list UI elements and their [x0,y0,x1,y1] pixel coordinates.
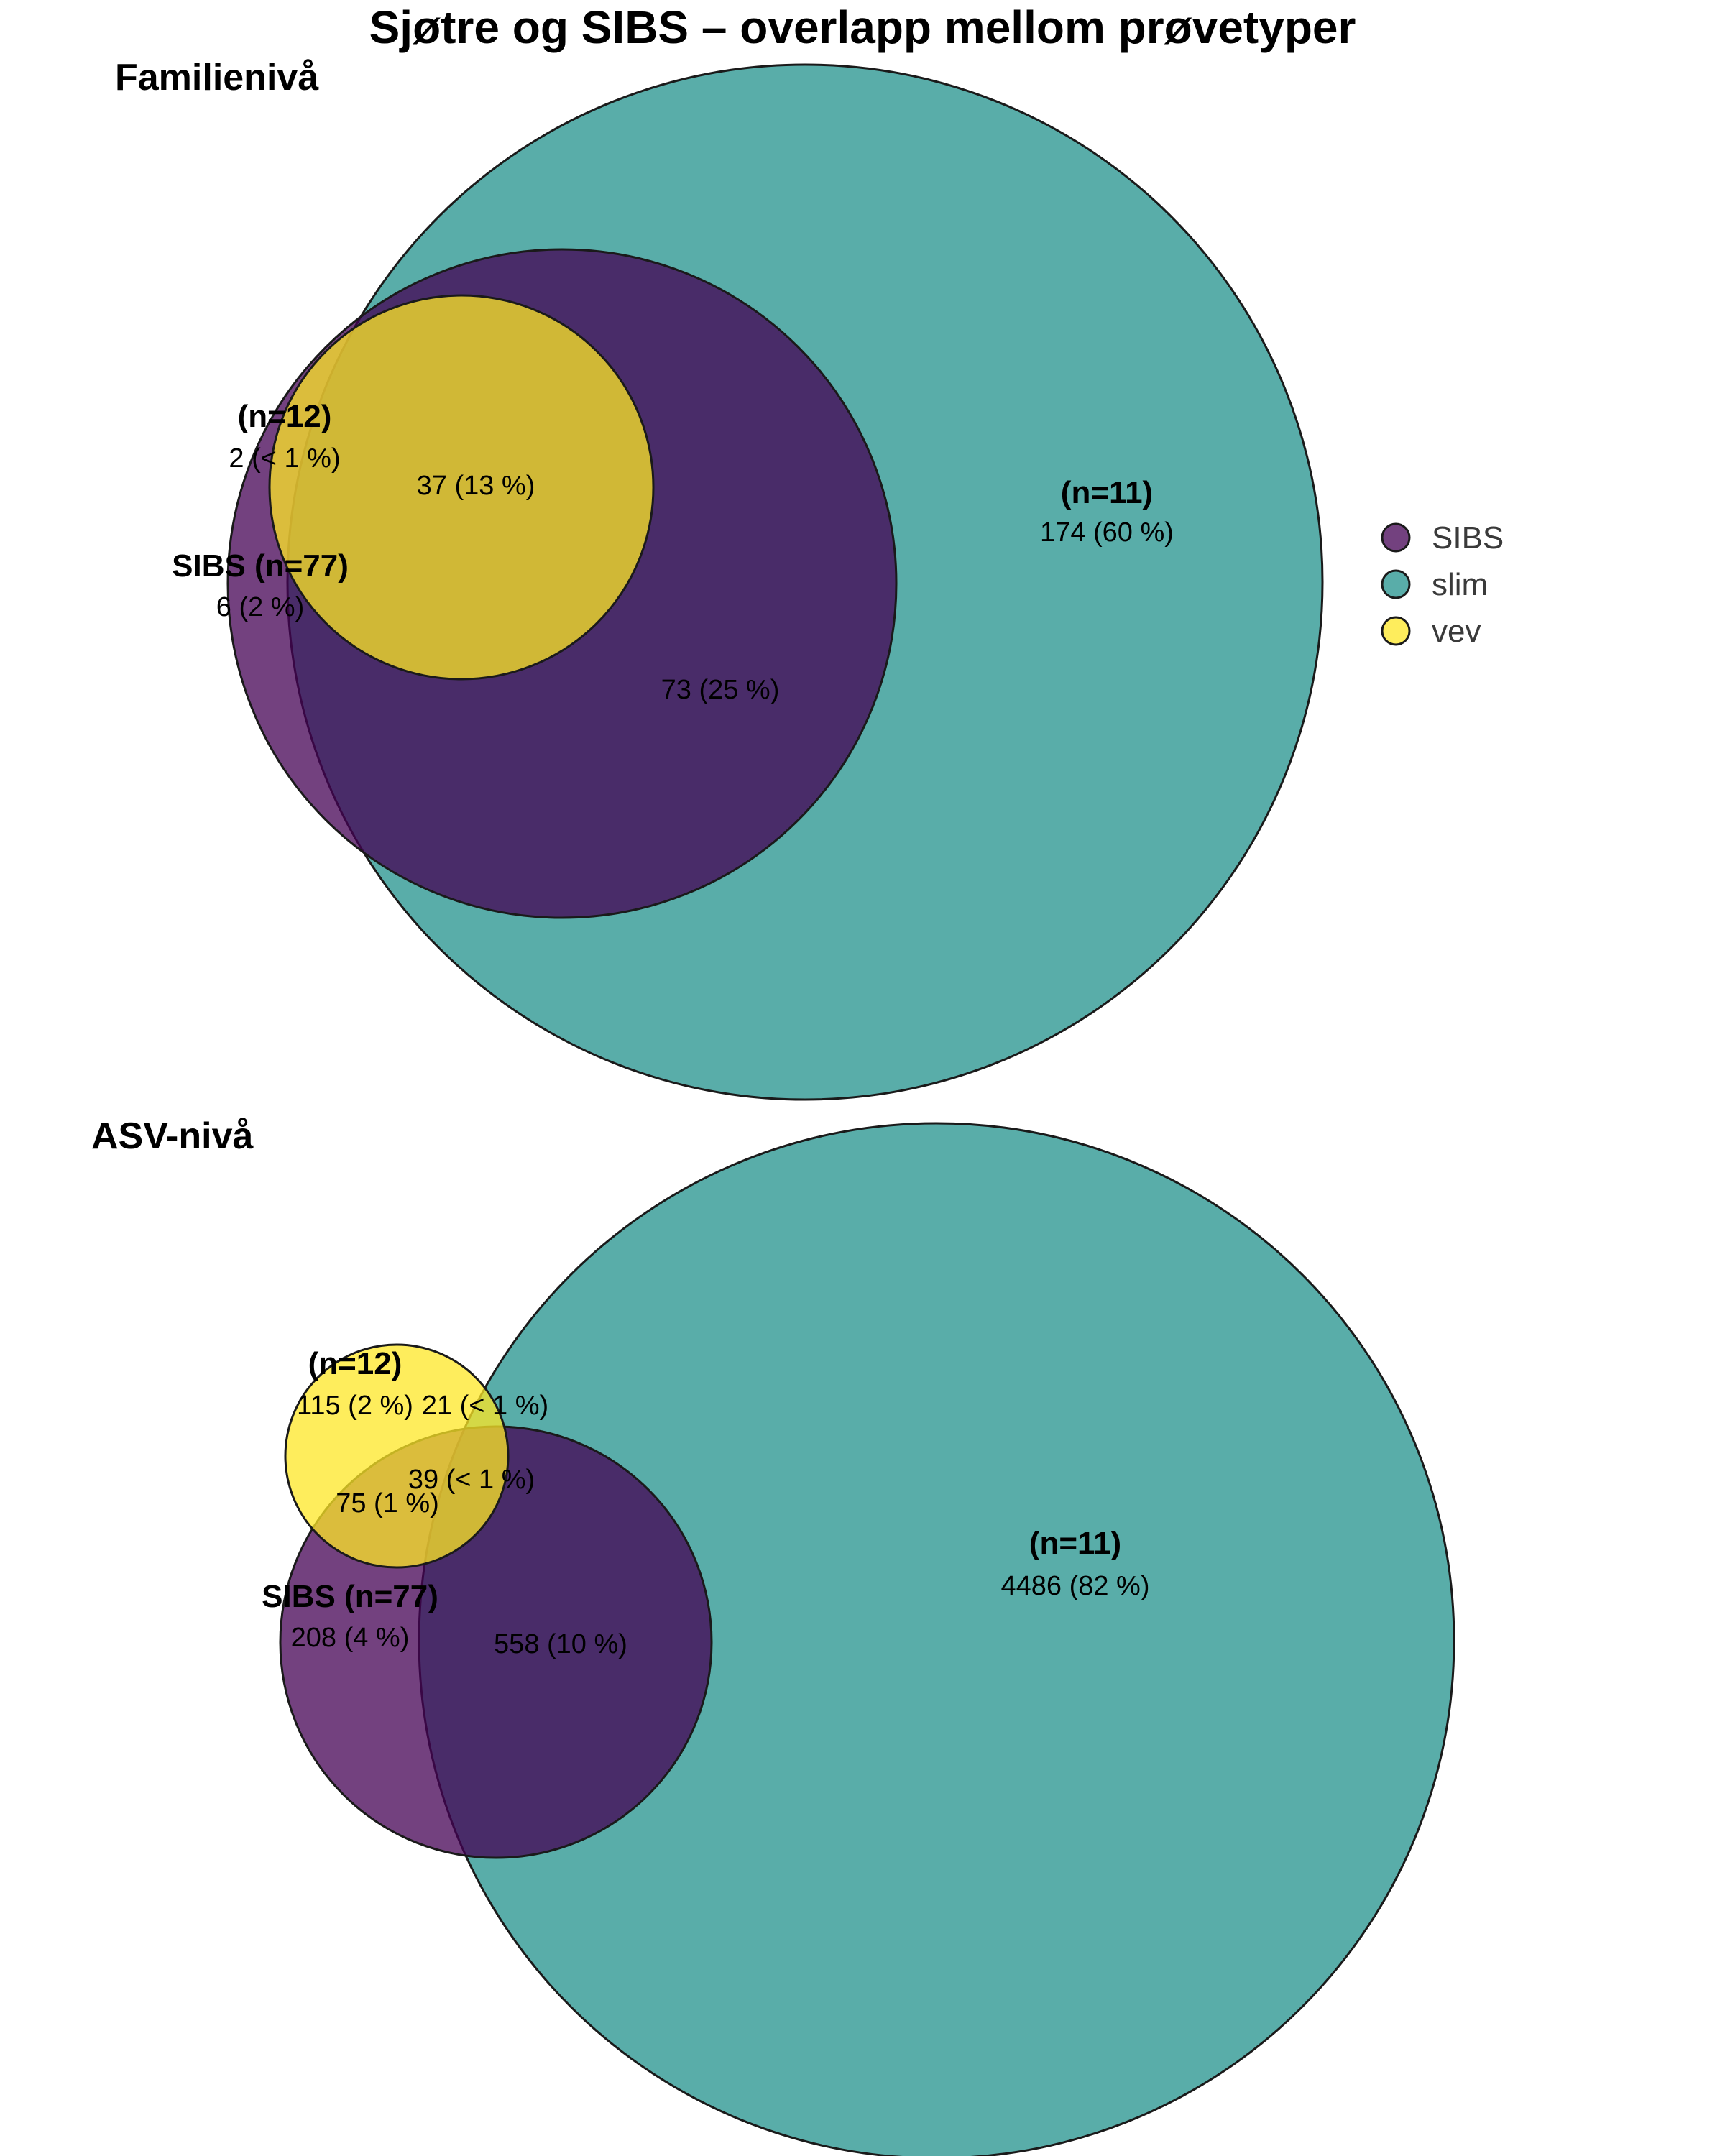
set-label-vev: (n=12) [308,1346,402,1381]
set-label-vev: (n=12) [238,399,332,434]
legend-label-slim: slim [1432,567,1488,602]
legend-swatch-slim [1381,569,1411,599]
panel-title: ASV-nivå [91,1115,254,1157]
set-label-sibs: SIBS (n=77) [172,548,349,584]
region-label: 4486 (82 %) [1000,1571,1149,1601]
region-label: 75 (1 %) [336,1488,439,1519]
legend-swatch-vev [1381,616,1411,646]
region-label: 6 (2 %) [216,592,304,622]
set-label-sibs: SIBS (n=77) [262,1579,438,1614]
region-label: 208 (4 %) [291,1623,410,1653]
legend-label-sibs: SIBS [1432,520,1504,556]
panel-title: Familienivå [115,57,319,98]
venn-circle-vev [284,1343,510,1569]
legend-label-vev: vev [1432,614,1481,649]
set-label-slim: (n=11) [1061,475,1153,510]
chart-title: Sjøtre og SIBS – overlapp mellom prøvety… [369,1,1356,53]
region-label: 39 (< 1 %) [408,1465,535,1495]
set-label-slim: (n=11) [1029,1526,1121,1561]
region-label: 115 (2 %) [297,1391,413,1421]
venn-panel: ASV-nivå (n=11) SIBS (n=77) (n=12) 4486 (82 … [91,1115,1455,2156]
venn-circle-vev [268,294,655,681]
region-label: 73 (25 %) [661,675,780,705]
region-label: 558 (10 %) [494,1629,627,1659]
region-label: 174 (60 %) [1040,517,1174,548]
region-label: 2 (< 1 %) [229,443,340,474]
legend: SIBS slim vev [1381,520,1504,649]
region-label: 21 (< 1 %) [422,1391,548,1421]
venn-panel: Familienivå (n=11) SIBS (n=77) (n=12) 174 (6… [115,57,1324,1101]
venn-panels: Familienivå (n=11) SIBS (n=77) (n=12) 174 (6… [91,57,1455,2156]
region-label: 37 (13 %) [417,471,535,501]
legend-swatch-sibs [1381,522,1411,553]
